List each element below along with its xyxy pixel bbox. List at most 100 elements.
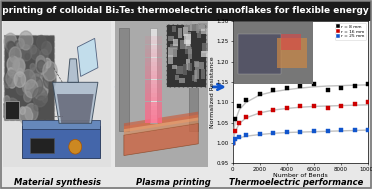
Circle shape	[16, 82, 26, 95]
Circle shape	[24, 69, 30, 77]
Bar	[196, 25, 199, 33]
Bar	[145, 80, 162, 84]
Bar	[201, 51, 210, 57]
Bar	[168, 55, 173, 64]
Bar	[168, 47, 177, 57]
Circle shape	[19, 107, 33, 125]
Bar	[183, 27, 187, 36]
Bar	[184, 34, 191, 44]
Circle shape	[8, 68, 14, 76]
Circle shape	[31, 47, 40, 60]
Circle shape	[40, 49, 48, 61]
Bar	[190, 25, 198, 31]
Circle shape	[15, 59, 25, 73]
Circle shape	[27, 83, 38, 98]
Polygon shape	[77, 38, 98, 76]
Circle shape	[30, 64, 35, 70]
Bar	[188, 49, 192, 59]
Bar	[1, 1, 371, 21]
Bar	[145, 53, 162, 57]
Circle shape	[5, 98, 19, 118]
Circle shape	[36, 58, 48, 74]
Bar	[145, 71, 162, 75]
Circle shape	[14, 72, 26, 87]
Circle shape	[20, 45, 32, 61]
Circle shape	[9, 76, 16, 85]
Bar	[178, 28, 182, 38]
Circle shape	[8, 42, 15, 51]
Circle shape	[25, 104, 38, 122]
Bar	[180, 40, 187, 49]
Circle shape	[8, 77, 16, 88]
Circle shape	[6, 41, 15, 54]
Bar	[145, 93, 162, 97]
Bar	[145, 62, 162, 66]
Bar	[145, 67, 162, 71]
Bar	[201, 28, 209, 34]
Text: Plasma-jet printing of colloidal Bi₂Te₃ thermoelectric nanoflakes for flexible e: Plasma-jet printing of colloidal Bi₂Te₃ …	[0, 6, 372, 15]
Circle shape	[7, 56, 19, 73]
Bar	[145, 102, 162, 106]
Bar	[194, 70, 197, 82]
Circle shape	[1, 102, 13, 119]
Bar	[22, 126, 100, 158]
Bar	[145, 106, 162, 110]
Bar	[145, 75, 162, 79]
Polygon shape	[124, 115, 198, 132]
Text: Material synthesis: Material synthesis	[14, 178, 101, 187]
Bar	[179, 78, 185, 83]
Bar	[195, 69, 199, 79]
Circle shape	[9, 47, 21, 63]
Bar	[3, 21, 111, 167]
Legend: r = 8 mm, r = 16 mm, r = 25 mm: r = 8 mm, r = 16 mm, r = 25 mm	[335, 23, 366, 40]
Polygon shape	[68, 59, 78, 82]
Bar	[145, 88, 162, 93]
Bar	[145, 115, 162, 119]
Circle shape	[21, 70, 35, 89]
Bar	[145, 49, 162, 53]
Bar	[176, 66, 183, 74]
Ellipse shape	[69, 139, 82, 154]
Circle shape	[10, 74, 16, 83]
Circle shape	[4, 33, 17, 50]
Circle shape	[36, 56, 45, 68]
Bar	[150, 28, 157, 123]
Circle shape	[23, 83, 30, 93]
Bar	[175, 75, 179, 80]
Bar	[195, 61, 199, 67]
Bar	[173, 49, 177, 57]
Bar	[145, 58, 162, 62]
Bar	[198, 23, 207, 29]
Bar	[145, 84, 162, 88]
Circle shape	[13, 58, 25, 74]
Bar	[170, 44, 178, 50]
Bar	[5, 101, 19, 119]
Circle shape	[17, 68, 23, 77]
Polygon shape	[52, 82, 98, 123]
Bar	[145, 40, 162, 44]
Bar	[145, 36, 162, 40]
Circle shape	[42, 41, 52, 55]
Bar	[166, 24, 206, 87]
Text: Thermoelectric performance: Thermoelectric performance	[229, 178, 363, 187]
Circle shape	[17, 43, 22, 49]
Polygon shape	[57, 94, 94, 123]
Y-axis label: Normalized Resistance: Normalized Resistance	[211, 56, 215, 128]
Text: Plasma printing: Plasma printing	[136, 178, 210, 187]
Bar	[201, 69, 205, 79]
Bar	[145, 97, 162, 101]
Bar	[192, 75, 196, 81]
Bar	[197, 25, 205, 31]
Circle shape	[37, 56, 46, 68]
Bar	[184, 21, 192, 31]
Circle shape	[19, 31, 33, 50]
Circle shape	[4, 74, 12, 84]
X-axis label: Number of Bends: Number of Bends	[273, 173, 328, 178]
Bar	[145, 45, 162, 49]
Circle shape	[42, 96, 47, 103]
Circle shape	[15, 41, 21, 49]
Bar	[186, 40, 190, 46]
Circle shape	[17, 38, 24, 49]
Bar	[197, 29, 201, 38]
Circle shape	[36, 35, 46, 49]
